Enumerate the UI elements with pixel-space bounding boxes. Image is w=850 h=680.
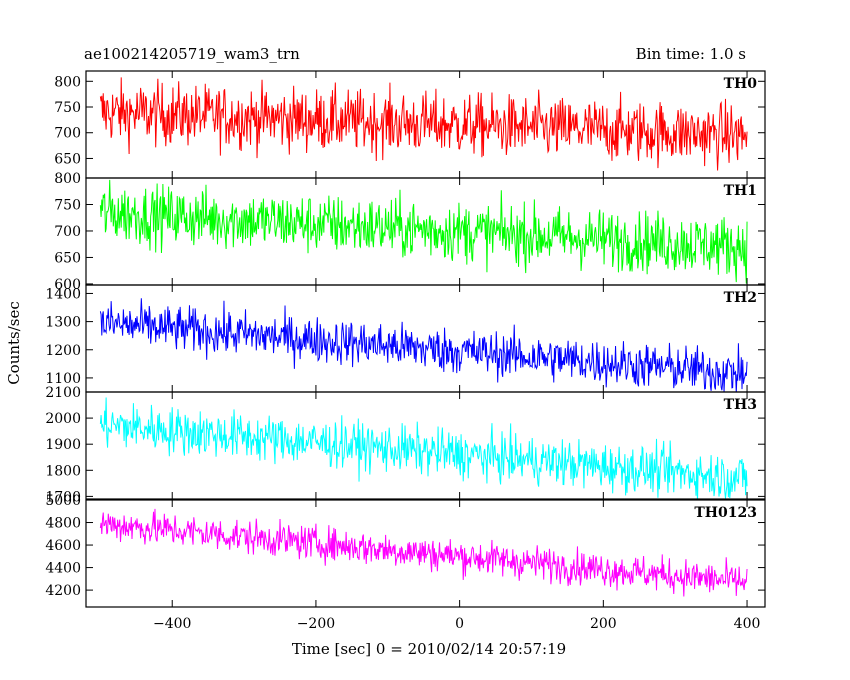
y-tick-label: 1100 xyxy=(45,371,81,387)
y-tick-label: 750 xyxy=(54,100,81,116)
bin-time-label: Bin time: 1.0 s xyxy=(636,45,746,63)
series-th0123 xyxy=(99,508,748,597)
y-tick-label: 800 xyxy=(54,171,81,187)
panel-label-th1: TH1 xyxy=(724,183,757,199)
y-tick-label: 1700 xyxy=(45,489,81,505)
y-tick-label: 4600 xyxy=(45,538,81,554)
panel-label-th0123: TH0123 xyxy=(694,505,757,521)
series-th0 xyxy=(99,77,748,171)
x-axis-label: Time [sec] 0 = 2010/02/14 20:57:19 xyxy=(292,640,566,658)
series-th1 xyxy=(99,179,748,284)
x-tick-label: −400 xyxy=(153,616,191,632)
y-tick-label: 2100 xyxy=(45,385,81,401)
series-th2 xyxy=(99,298,748,392)
series-th3 xyxy=(99,397,748,499)
x-tick-label: 0 xyxy=(455,616,464,632)
y-tick-label: 4400 xyxy=(45,561,81,577)
y-tick-label: 700 xyxy=(54,224,81,240)
panel-label-th2: TH2 xyxy=(724,290,757,306)
y-tick-label: 750 xyxy=(54,197,81,213)
x-tick-label: 400 xyxy=(734,616,761,632)
y-tick-label: 1400 xyxy=(45,286,81,302)
y-tick-label: 600 xyxy=(54,277,81,293)
panel-frame xyxy=(85,391,766,500)
panel-label-th0: TH0 xyxy=(724,76,758,92)
y-tick-label: 650 xyxy=(54,250,81,266)
y-tick-label: 1300 xyxy=(45,315,81,331)
y-tick-label: 1200 xyxy=(45,343,81,359)
y-tick-label: 700 xyxy=(54,126,81,142)
y-axis-label: Counts/sec xyxy=(5,301,23,385)
y-tick-label: 1800 xyxy=(45,463,81,479)
panel-frame xyxy=(85,499,766,608)
y-tick-label: 800 xyxy=(54,74,81,90)
panel-label-th3: TH3 xyxy=(724,397,757,413)
x-tick-label: 200 xyxy=(590,616,617,632)
y-tick-label: 4200 xyxy=(45,583,81,599)
panels-group: 650 700 750 800 TH0 600 650 700 750 800 TH1 1100 120… xyxy=(45,70,766,632)
y-tick-label: 650 xyxy=(54,151,81,167)
y-tick-label: 5000 xyxy=(45,493,81,509)
panel-frame xyxy=(85,284,766,393)
y-tick-label: 2000 xyxy=(45,411,81,427)
chart-title: ae100214205719_wam3_trn xyxy=(84,45,300,63)
y-tick-label: 1900 xyxy=(45,437,81,453)
y-tick-label: 4800 xyxy=(45,516,81,532)
x-tick-label: −200 xyxy=(297,616,335,632)
